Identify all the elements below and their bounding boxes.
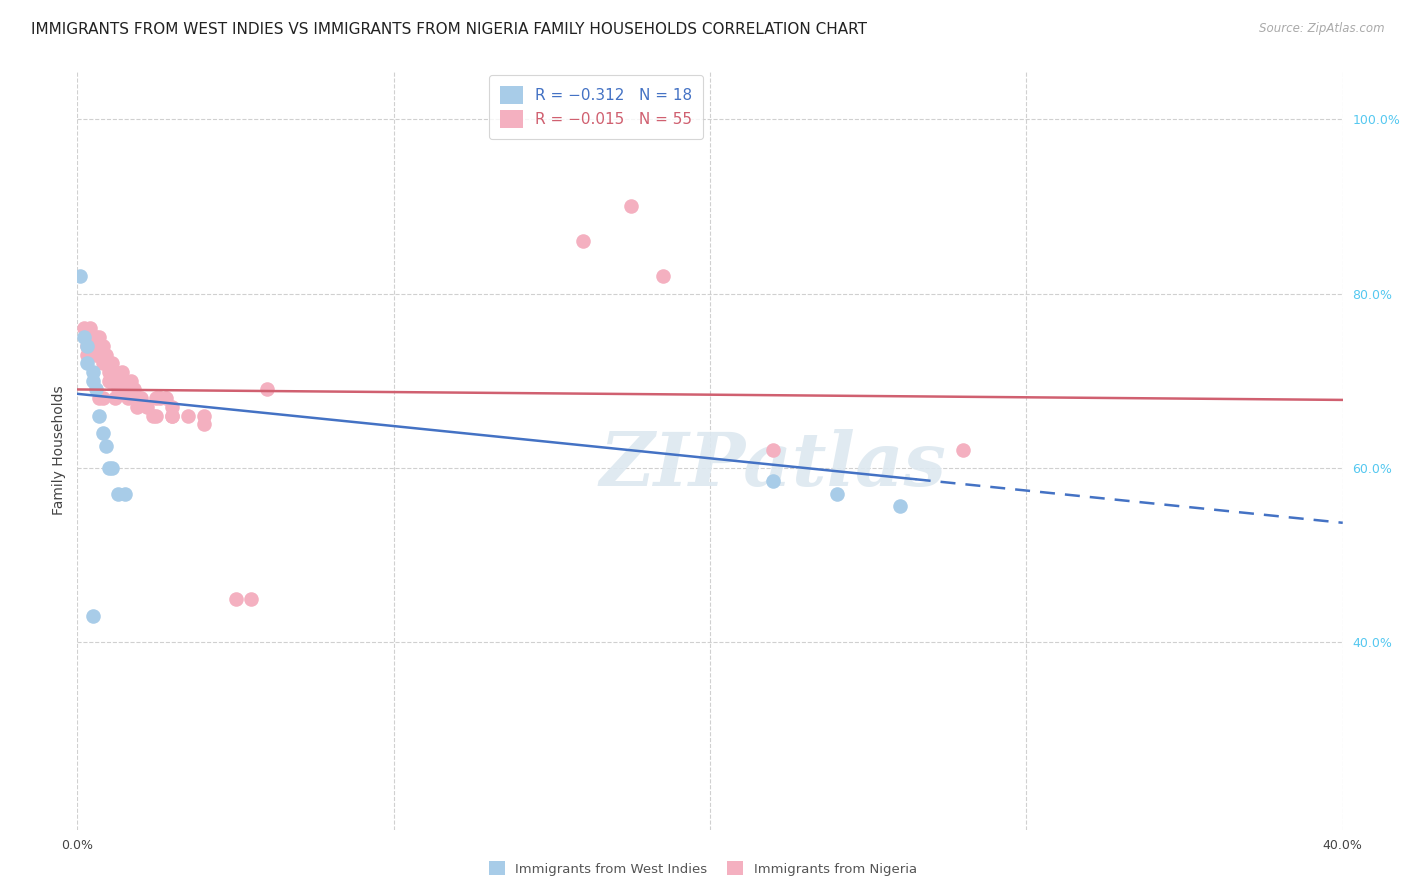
Point [225, 591, 247, 606]
Point [91, 425, 114, 440]
Point [82, 330, 104, 344]
Point [149, 391, 172, 405]
Point [98, 374, 120, 388]
Point [117, 391, 139, 405]
Point [111, 383, 132, 397]
Point [91, 391, 114, 405]
Point [111, 365, 132, 379]
Point [101, 461, 124, 475]
Point [145, 409, 167, 423]
Point [177, 409, 200, 423]
Point [193, 417, 215, 432]
Point [114, 487, 136, 501]
Point [104, 391, 127, 405]
Point [94, 348, 117, 362]
Point [104, 374, 127, 388]
Point [142, 409, 165, 423]
Point [94, 356, 117, 370]
Point [86, 330, 108, 344]
Point [651, 269, 673, 284]
Point [620, 199, 643, 213]
Point [89, 330, 111, 344]
Point [82, 609, 104, 624]
Point [256, 383, 278, 397]
Point [73, 330, 96, 344]
Point [162, 409, 183, 423]
Point [107, 374, 129, 388]
Point [124, 391, 146, 405]
Point [135, 400, 157, 414]
Point [89, 409, 111, 423]
Point [86, 383, 108, 397]
Point [69, 269, 91, 284]
Text: Source: ZipAtlas.com: Source: ZipAtlas.com [1260, 22, 1385, 36]
Point [98, 365, 120, 379]
Point [240, 591, 263, 606]
Point [107, 487, 129, 501]
Point [76, 339, 98, 353]
Point [129, 391, 152, 405]
Point [101, 356, 124, 370]
Text: ZIPatlas: ZIPatlas [600, 429, 946, 502]
Point [76, 339, 98, 353]
Point [86, 348, 108, 362]
Point [952, 443, 974, 458]
Point [91, 356, 114, 370]
Point [91, 339, 114, 353]
Point [89, 391, 111, 405]
Point [82, 374, 104, 388]
Point [162, 409, 183, 423]
Y-axis label: Family Households: Family Households [52, 385, 66, 516]
Point [193, 409, 215, 423]
Point [120, 374, 142, 388]
Point [762, 443, 785, 458]
Point [145, 391, 167, 405]
Point [124, 383, 146, 397]
Point [155, 391, 177, 405]
Legend: Immigrants from West Indies, Immigrants from Nigeria: Immigrants from West Indies, Immigrants … [484, 856, 922, 881]
Point [82, 339, 104, 353]
Point [104, 365, 127, 379]
Point [889, 500, 911, 514]
Point [79, 321, 101, 335]
Point [76, 348, 98, 362]
Point [73, 321, 96, 335]
Point [98, 461, 120, 475]
Point [94, 439, 117, 453]
Point [98, 356, 120, 370]
Point [825, 487, 848, 501]
Point [76, 356, 98, 370]
Point [127, 400, 149, 414]
Point [107, 383, 129, 397]
Text: IMMIGRANTS FROM WEST INDIES VS IMMIGRANTS FROM NIGERIA FAMILY HOUSEHOLDS CORRELA: IMMIGRANTS FROM WEST INDIES VS IMMIGRANT… [31, 22, 868, 37]
Point [762, 474, 785, 488]
Point [82, 365, 104, 379]
Point [572, 235, 595, 249]
Point [162, 400, 183, 414]
Point [114, 374, 136, 388]
Point [117, 383, 139, 397]
Legend: R = −0.312   N = 18, R = −0.015   N = 55: R = −0.312 N = 18, R = −0.015 N = 55 [489, 75, 703, 139]
Point [101, 374, 124, 388]
